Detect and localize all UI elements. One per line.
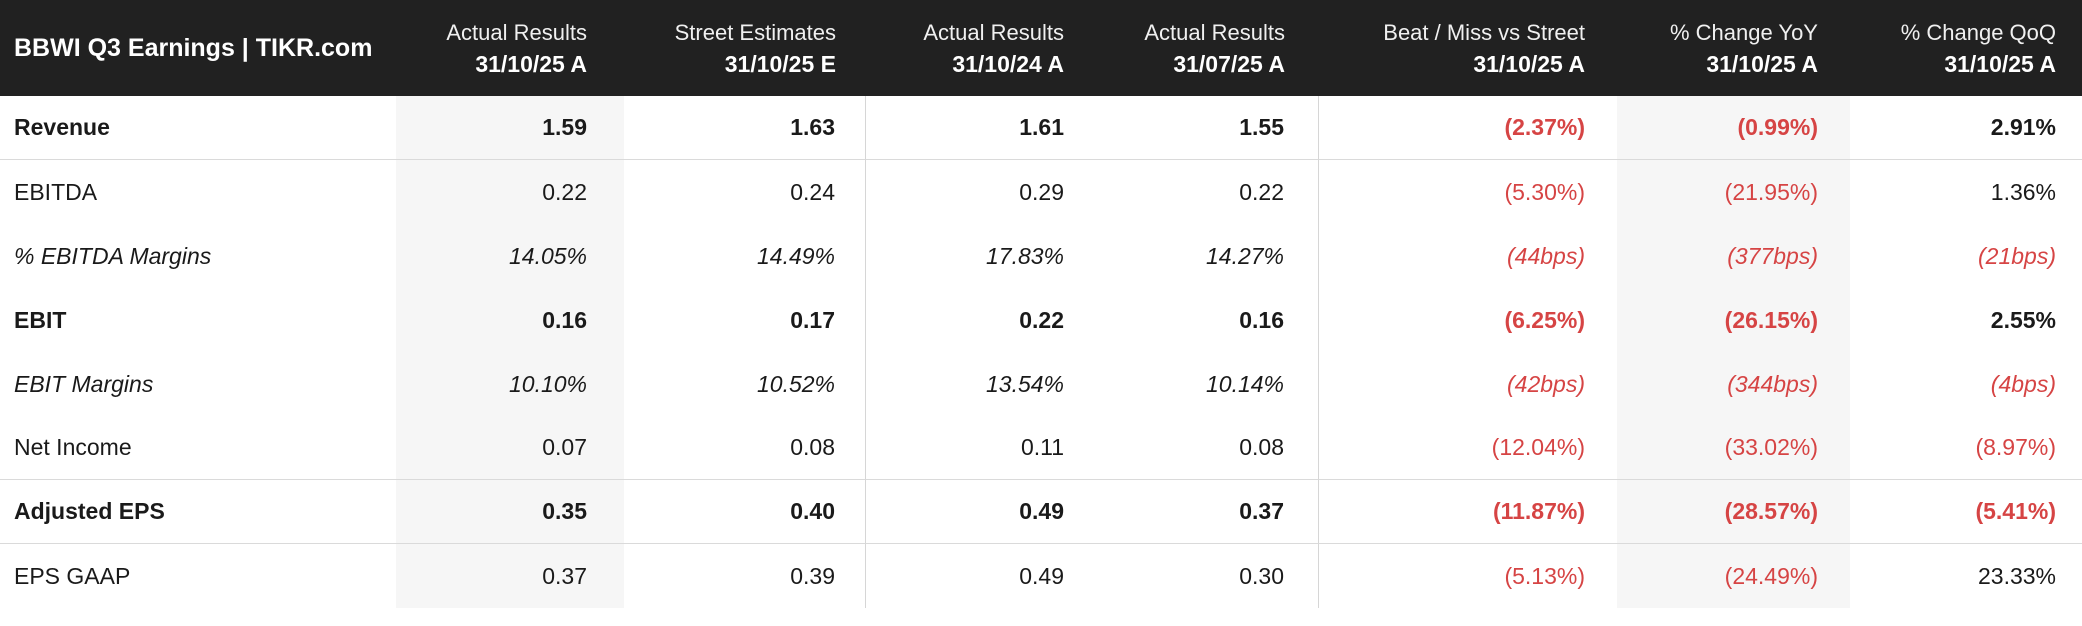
column-header-actual-31-07-25: Actual Results 31/07/25 A	[1098, 0, 1319, 96]
value-cell: 14.27%	[1098, 224, 1319, 288]
value-cell: 14.49%	[624, 224, 866, 288]
earnings-table: BBWI Q3 Earnings | TIKR.com Actual Resul…	[0, 0, 2082, 608]
column-header-beat-miss: Beat / Miss vs Street 31/10/25 A	[1319, 0, 1617, 96]
row-label-ebit-margins: EBIT Margins	[14, 370, 154, 397]
value-cell: (42bps)	[1507, 370, 1585, 397]
value-cell: 2.91%	[1850, 96, 2082, 160]
value-cell: (28.57%)	[1617, 480, 1850, 544]
column-header-change-qoq: % Change QoQ 31/10/25 A	[1850, 0, 2082, 96]
value-cell: (8.97%)	[1850, 416, 2082, 480]
value-cell: 0.35	[396, 480, 624, 544]
column-header-date: 31/07/25 A	[1173, 50, 1285, 77]
table-title-cell: BBWI Q3 Earnings | TIKR.com	[0, 0, 396, 96]
value-cell: 0.08	[624, 416, 866, 480]
row-label-eps-gaap: EPS GAAP	[14, 562, 131, 589]
value-cell: 10.10%	[396, 352, 624, 416]
value-cell: (11.87%)	[1319, 480, 1617, 544]
value-cell: 0.16	[396, 288, 624, 352]
column-header-label: Actual Results	[446, 19, 587, 45]
value-cell: 0.22	[396, 160, 624, 224]
table-title: BBWI Q3 Earnings | TIKR.com	[14, 33, 373, 62]
value-cell: 10.14%	[1098, 352, 1319, 416]
column-header-date: 31/10/24 A	[952, 50, 1064, 77]
value-cell: 10.52%	[624, 352, 866, 416]
column-header-label: % Change YoY	[1669, 19, 1818, 45]
value-cell: 0.40	[624, 480, 866, 544]
row-label-ebitda-margins: % EBITDA Margins	[14, 242, 212, 269]
column-header-actual-31-10-24: Actual Results 31/10/24 A	[866, 0, 1098, 96]
row-label-ebitda: EBITDA	[14, 178, 98, 205]
column-header-date: 31/10/25 A	[1706, 50, 1818, 77]
value-cell: (344bps)	[1617, 352, 1850, 416]
value-cell: (0.99%)	[1617, 96, 1850, 160]
value-cell: 0.16	[1098, 288, 1319, 352]
value-cell: (44bps)	[1507, 242, 1585, 269]
value-cell: (2.37%)	[1319, 96, 1617, 160]
value-cell: (5.13%)	[1504, 562, 1585, 589]
column-header-date: 31/10/25 E	[724, 50, 836, 77]
value-cell: 0.22	[1098, 160, 1319, 224]
value-cell: (33.02%)	[1617, 416, 1850, 480]
column-header-label: Actual Results	[923, 19, 1064, 45]
value-cell: (5.41%)	[1850, 480, 2082, 544]
value-cell: 17.83%	[985, 242, 1064, 269]
value-cell: 0.11	[866, 416, 1098, 480]
value-cell: 0.24	[624, 160, 866, 224]
value-cell: 0.37	[396, 544, 624, 608]
row-label-adjusted-eps: Adjusted EPS	[0, 480, 396, 544]
column-header-date: 31/10/25 A	[1944, 50, 2056, 77]
value-cell: (12.04%)	[1319, 416, 1617, 480]
value-cell: 0.29	[1019, 178, 1064, 205]
value-cell: 1.61	[866, 96, 1098, 160]
value-cell: 0.37	[1098, 480, 1319, 544]
value-cell: 2.55%	[1990, 306, 2056, 333]
column-header-street-estimates: Street Estimates 31/10/25 E	[624, 0, 866, 96]
column-header-change-yoy: % Change YoY 31/10/25 A	[1617, 0, 1850, 96]
row-label-revenue: Revenue	[0, 96, 396, 160]
value-cell: 0.30	[1098, 544, 1319, 608]
column-header-label: Actual Results	[1144, 19, 1285, 45]
value-cell: 1.59	[396, 96, 624, 160]
value-cell: (4bps)	[1990, 370, 2056, 397]
value-cell: (377bps)	[1617, 224, 1850, 288]
value-cell: 1.55	[1098, 96, 1319, 160]
value-cell: 0.22	[1019, 306, 1064, 333]
value-cell: 13.54%	[985, 370, 1064, 397]
value-cell: 1.36%	[1990, 178, 2056, 205]
value-cell: 0.49	[1019, 562, 1064, 589]
value-cell: (21.95%)	[1617, 160, 1850, 224]
row-label-net-income: Net Income	[0, 416, 396, 480]
value-cell: 0.08	[1098, 416, 1319, 480]
value-cell: 1.63	[624, 96, 866, 160]
column-header-actual-31-10-25: Actual Results 31/10/25 A	[396, 0, 624, 96]
column-header-date: 31/10/25 A	[475, 50, 587, 77]
column-header-label: Street Estimates	[674, 19, 836, 45]
value-cell: 0.49	[866, 480, 1098, 544]
row-label-ebit: EBIT	[14, 306, 67, 333]
value-cell: 14.05%	[396, 224, 624, 288]
column-header-label: % Change QoQ	[1900, 19, 2056, 45]
value-cell: (26.15%)	[1617, 288, 1850, 352]
value-cell: 0.39	[624, 544, 866, 608]
value-cell: 23.33%	[1977, 562, 2056, 589]
column-header-label: Beat / Miss vs Street	[1383, 19, 1585, 45]
value-cell: 0.17	[624, 288, 866, 352]
value-cell: (6.25%)	[1504, 306, 1585, 333]
value-cell: (21bps)	[1978, 242, 2056, 269]
value-cell: (5.30%)	[1504, 178, 1585, 205]
value-cell: (24.49%)	[1617, 544, 1850, 608]
column-header-date: 31/10/25 A	[1473, 50, 1585, 77]
value-cell: 0.07	[396, 416, 624, 480]
